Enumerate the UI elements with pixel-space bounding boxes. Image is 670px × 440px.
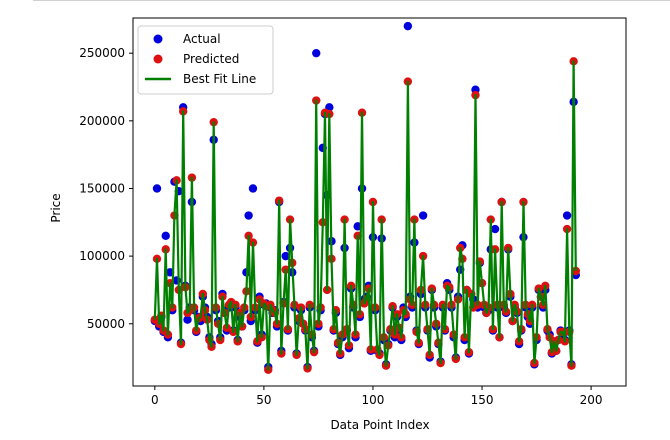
actual-point [312,48,321,58]
legend-actual-marker [153,34,163,44]
actual-point [281,251,290,261]
legend-bestfit-label: Best Fit Line [183,72,256,86]
actual-point [248,184,258,193]
y-tick-label: 150000 [79,181,125,195]
best-fit-line [153,60,577,371]
x-axis-title: Data Point Index [330,418,429,432]
x-tick-label: 200 [580,393,603,407]
legend-box [137,25,274,95]
y-axis-title: Price [49,193,63,222]
actual-point [562,211,572,220]
axes-frame [132,17,627,387]
actual-point [403,21,413,31]
actual-point [152,184,162,193]
legend-predicted-marker [153,54,163,64]
actual-point [244,211,253,220]
series-layer [150,21,581,374]
legend: Actual Predicted Best Fit Line [137,25,274,95]
y-tick-label: 50000 [87,317,125,331]
x-tick-label: 100 [362,393,385,407]
y-tick-label: 250000 [79,46,125,60]
actual-point [490,224,500,234]
x-tick-label: 50 [256,393,271,407]
y-tick-label: 200000 [79,114,125,128]
predicted-point [571,266,581,276]
x-tick-label: 150 [471,393,494,407]
axes-layer: 0 50 100 150 200 50000 100000 150000 200000 25000… [79,17,627,407]
actual-point [161,231,170,241]
x-tick-label: 0 [151,393,159,407]
legend-actual-label: Actual [183,32,221,46]
actual-point [418,211,428,220]
actual-point [183,315,192,324]
y-tick-label: 100000 [79,249,125,263]
legend-predicted-label: Predicted [183,52,239,66]
